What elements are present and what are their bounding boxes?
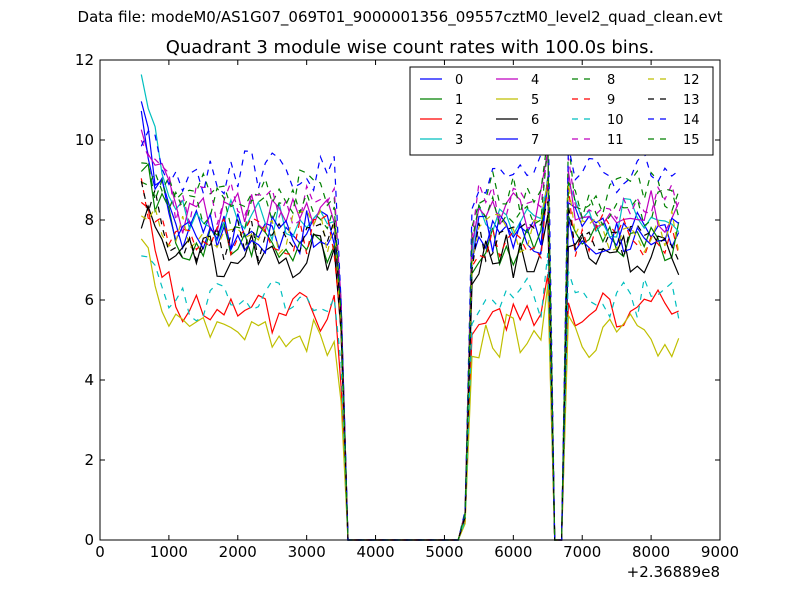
legend-label-3: 3 <box>455 133 463 148</box>
x-tick-label: 6000 <box>494 543 532 561</box>
x-tick-label: 3000 <box>288 543 326 561</box>
series-line-6 <box>140 204 680 541</box>
legend-label-11: 11 <box>607 133 624 148</box>
y-tick-label: 4 <box>84 371 94 389</box>
suptitle: Data file: modeM0/AS1G07_069T01_90000013… <box>77 8 723 26</box>
legend-label-2: 2 <box>455 113 463 128</box>
series-line-9 <box>140 178 680 541</box>
y-tick-label: 8 <box>84 211 94 229</box>
series-line-5 <box>140 238 680 541</box>
series-line-12 <box>140 181 680 541</box>
y-tick-label: 2 <box>84 451 94 469</box>
x-tick-label: 0 <box>95 543 105 561</box>
legend-label-14: 14 <box>683 113 700 128</box>
legend-label-15: 15 <box>683 133 700 148</box>
y-tick-label: 6 <box>84 291 94 309</box>
series-line-14 <box>140 94 680 541</box>
x-tick-label: 4000 <box>356 543 394 561</box>
chart-title: Quadrant 3 module wise count rates with … <box>165 37 655 58</box>
x-tick-label: 2000 <box>219 543 257 561</box>
series-line-1 <box>140 162 680 541</box>
x-tick-label: 1000 <box>150 543 188 561</box>
legend-label-8: 8 <box>607 73 615 88</box>
legend-label-12: 12 <box>683 73 700 88</box>
legend-label-10: 10 <box>607 113 624 128</box>
legend-label-13: 13 <box>683 93 700 108</box>
legend-label-5: 5 <box>531 93 539 108</box>
legend-box <box>409 66 714 156</box>
x-tick-label: 9000 <box>701 543 739 561</box>
legend-label-4: 4 <box>531 73 539 88</box>
x-tick-label: 5000 <box>425 543 463 561</box>
y-tick-label: 0 <box>84 531 94 549</box>
legend-label-0: 0 <box>455 73 463 88</box>
series-line-13 <box>140 181 680 541</box>
series-line-11 <box>140 140 680 541</box>
axis-ticks: 0 1000 2000 3000 4000 5000 6000 7000 8000 9000 0 2 4… <box>75 51 739 561</box>
x-offset-label: +2.36889e8 <box>626 563 720 581</box>
legend-label-6: 6 <box>531 113 539 128</box>
series-line-7 <box>140 110 680 541</box>
legend-label-1: 1 <box>455 93 463 108</box>
x-tick-label: 8000 <box>632 543 670 561</box>
y-tick-label: 10 <box>75 131 94 149</box>
x-tick-label: 7000 <box>563 543 601 561</box>
y-tick-label: 12 <box>75 51 94 69</box>
series-line-10 <box>141 252 680 541</box>
legend-label-7: 7 <box>531 133 539 148</box>
series-line-8 <box>141 137 680 541</box>
legend-label-9: 9 <box>607 93 615 108</box>
series-line-0 <box>140 101 680 541</box>
